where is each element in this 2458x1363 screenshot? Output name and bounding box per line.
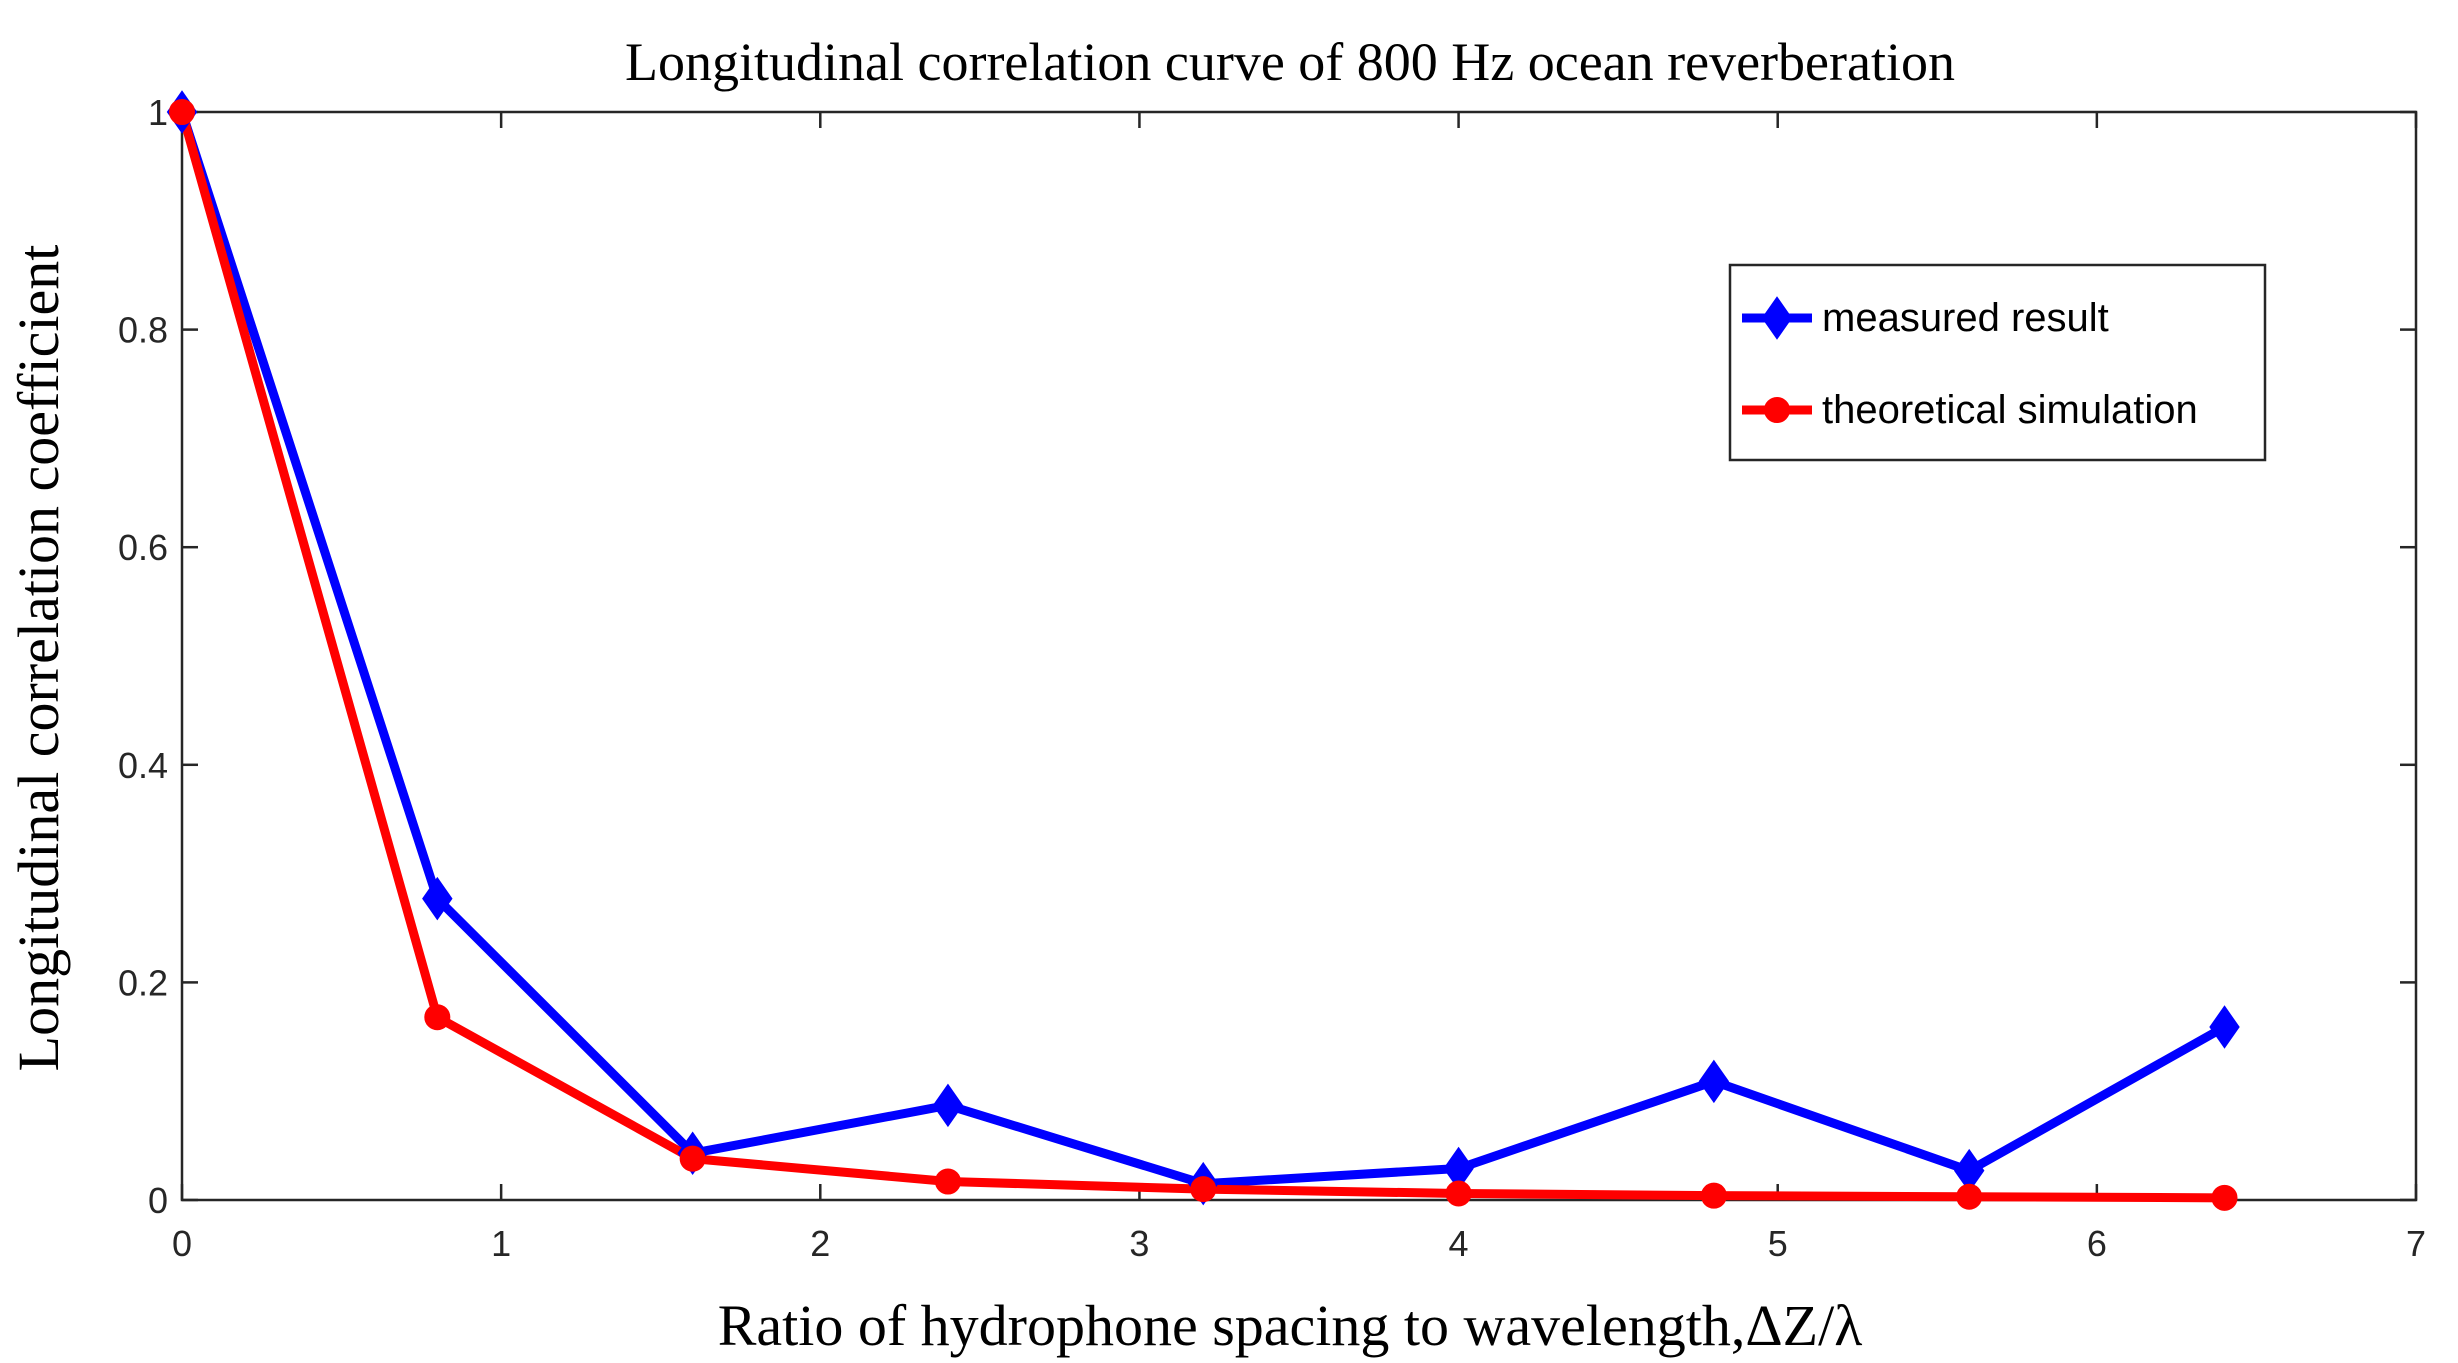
data-point-theoretical-simulation	[1190, 1176, 1217, 1203]
legend: measured result theoretical simulation	[1728, 263, 2267, 462]
axes	[180, 110, 2418, 1202]
data-point-measured-result	[2209, 1005, 2240, 1049]
legend-label-measured-result: measured result	[1822, 296, 2109, 340]
x-tick-label: 0	[172, 1223, 192, 1264]
y-tick-label: 0	[148, 1180, 168, 1221]
data-point-theoretical-simulation	[934, 1168, 961, 1195]
x-tick-label: 6	[2087, 1223, 2107, 1264]
legend-box	[1728, 263, 2267, 462]
data-point-theoretical-simulation	[679, 1145, 706, 1172]
data-point-theoretical-simulation	[1956, 1183, 1983, 1210]
data-point-theoretical-simulation	[1700, 1182, 1727, 1209]
data-point-measured-result	[932, 1083, 964, 1128]
data-point-theoretical-simulation	[2211, 1184, 2238, 1211]
series-markers	[166, 90, 2240, 1211]
x-tick-label: 5	[1768, 1223, 1788, 1264]
x-tick-label: 1	[491, 1223, 511, 1264]
y-tick-label: 1	[148, 92, 168, 133]
legend-marker-measured-result	[1761, 296, 1793, 340]
plot-area-frame	[180, 110, 2418, 1202]
tick-labels: 0 1 2 3 4 5 6 7 0 0.2 0.4 0.6 0.8 1	[118, 92, 2426, 1264]
x-tick-label: 4	[1449, 1223, 1469, 1264]
x-tick-label: 3	[1129, 1223, 1149, 1264]
y-tick-label: 0.4	[118, 745, 168, 786]
x-tick-label: 2	[810, 1223, 830, 1264]
y-tick-label: 0.8	[118, 310, 168, 351]
chart-title: Longitudinal correlation curve of 800 Hz…	[625, 32, 1955, 92]
data-point-measured-result	[422, 876, 453, 921]
y-tick-label: 0.2	[118, 962, 168, 1003]
x-axis-label: Ratio of hydrophone spacing to wavelengt…	[718, 1293, 1863, 1358]
data-point-measured-result	[1698, 1059, 1730, 1104]
y-axis-label: Longitudinal correlation coefficient	[6, 245, 71, 1072]
data-point-theoretical-simulation	[1445, 1180, 1472, 1207]
data-point-theoretical-simulation	[169, 99, 195, 125]
legend-items: measured result theoretical simulation	[1742, 296, 2198, 432]
x-tick-label: 7	[2406, 1223, 2426, 1264]
data-point-theoretical-simulation	[424, 1004, 451, 1031]
y-tick-label: 0.6	[118, 527, 168, 568]
legend-marker-theoretical-simulation	[1764, 397, 1790, 423]
legend-label-theoretical-simulation: theoretical simulation	[1822, 388, 2198, 432]
